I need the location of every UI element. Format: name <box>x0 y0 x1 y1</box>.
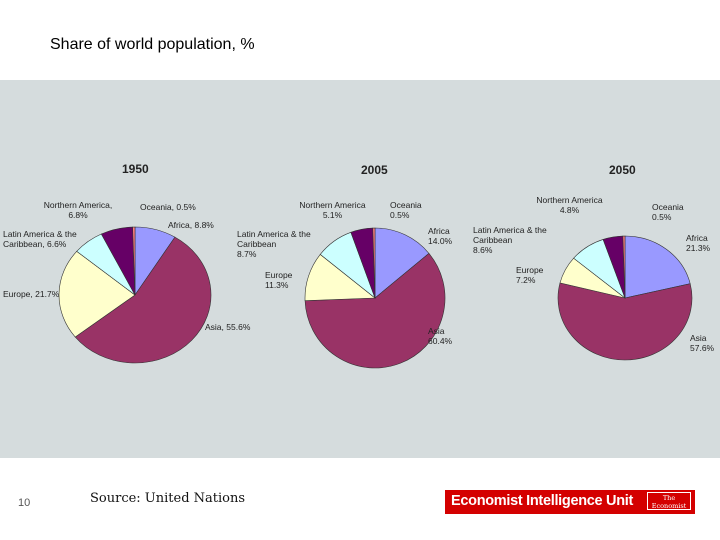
category-label: Oceania <box>140 202 172 212</box>
value-label: 8.6% <box>473 245 493 255</box>
slice-label: Oceania 0.5% <box>652 202 697 222</box>
value-label: 0.5% <box>390 210 410 220</box>
category-label: Europe <box>265 270 293 280</box>
pie-slice <box>304 252 446 369</box>
category-label: Africa <box>168 220 190 230</box>
slice-label: Asia 57.6% <box>690 333 720 353</box>
label-separator: , <box>42 239 45 249</box>
slice-label: Latin America & the Caribbean, 6.6% <box>3 229 78 249</box>
value-label: 21.7% <box>35 289 60 299</box>
slide-title: Share of world population, % <box>50 36 255 53</box>
category-label: Europe <box>3 289 31 299</box>
value-label: 60.4% <box>428 336 453 346</box>
category-label: Northern America <box>299 200 366 210</box>
slice-label: Asia 60.4% <box>428 326 468 346</box>
label-separator: , <box>30 289 33 299</box>
pie-title: 1950 <box>122 162 149 176</box>
slice-label: Northern America 4.8% <box>532 195 607 215</box>
label-separator: , <box>221 322 224 332</box>
category-label: Oceania <box>652 202 684 212</box>
pie-slice <box>374 227 430 299</box>
slice-label: Northern America, 6.8% <box>38 200 118 220</box>
value-label: 6.6% <box>46 239 67 249</box>
category-label: Northern America <box>43 200 110 210</box>
pie-title: 2050 <box>609 163 636 177</box>
slice-label: Africa 14.0% <box>428 226 468 246</box>
value-label: 21.3% <box>686 243 711 253</box>
category-label: Africa <box>686 233 708 243</box>
slice-label: Latin America & the Caribbean 8.6% <box>473 225 555 255</box>
slice-label: Europe, 21.7% <box>3 289 83 299</box>
value-label: 8.8% <box>194 220 214 230</box>
source: Source: United Nations <box>90 491 246 506</box>
label-separator: , <box>171 202 175 212</box>
slice-label: Europe 11.3% <box>265 270 305 290</box>
category-label: Latin America & the Caribbean <box>473 225 547 245</box>
value-label: 5.1% <box>322 210 343 220</box>
value-label: 57.6% <box>690 343 715 353</box>
label-separator: , <box>109 200 113 210</box>
slice-label: Africa, 8.8% <box>168 220 238 230</box>
value-label: 8.7% <box>237 249 257 259</box>
value-label: 7.2% <box>516 275 536 285</box>
category-label: Oceania <box>390 200 422 210</box>
category-label: Europe <box>516 265 544 275</box>
slice-label: Africa 21.3% <box>686 233 720 253</box>
category-label: Northern America <box>536 195 603 205</box>
logo: Economist Intelligence Unit The Economis… <box>445 490 695 514</box>
value-label: 6.8% <box>68 210 88 220</box>
pie-title: 2005 <box>361 163 388 177</box>
logo-badge: The Economist <box>647 492 691 510</box>
pie-slice <box>622 235 626 299</box>
category-label: Asia <box>690 333 707 343</box>
pie-slice <box>624 235 691 299</box>
pie-slice <box>132 226 136 296</box>
label-separator: , <box>189 220 193 230</box>
slice-label: Northern America 5.1% <box>295 200 370 220</box>
category-label: Latin America & the Caribbean <box>237 229 311 249</box>
value-label: 55.6% <box>226 322 251 332</box>
slice-label: Oceania, 0.5% <box>140 202 220 212</box>
value-label: 11.3% <box>265 280 289 290</box>
category-label: Latin America & the Caribbean <box>3 229 77 249</box>
value-label: 14.0% <box>428 236 453 246</box>
category-label: Asia <box>205 322 222 332</box>
value-label: 4.8% <box>559 205 580 215</box>
slice-label: Latin America & the Caribbean 8.7% <box>237 229 317 259</box>
page-number: 10 <box>18 497 31 509</box>
pie-slice <box>372 227 376 299</box>
slice-label: Oceania 0.5% <box>390 200 430 220</box>
pie-slice <box>74 236 212 364</box>
category-label: Africa <box>428 226 450 236</box>
logo-text: Economist Intelligence Unit <box>451 493 634 509</box>
category-label: Asia <box>428 326 445 336</box>
pie-slice <box>557 282 693 361</box>
slice-label: Europe 7.2% <box>516 265 556 285</box>
value-label: 0.5% <box>176 202 196 212</box>
slice-label: Asia, 55.6% <box>205 322 285 332</box>
value-label: 0.5% <box>652 212 672 222</box>
pie-slice <box>58 250 136 338</box>
